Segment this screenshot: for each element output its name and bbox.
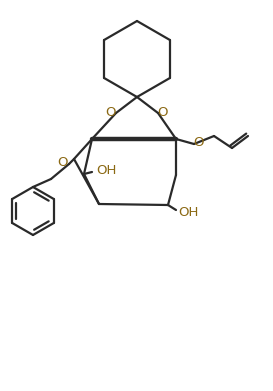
- Text: O: O: [57, 156, 67, 169]
- Text: OH: OH: [178, 206, 198, 219]
- Text: O: O: [106, 106, 116, 118]
- Text: OH: OH: [96, 165, 116, 178]
- Text: O: O: [194, 136, 204, 149]
- Text: O: O: [158, 106, 168, 118]
